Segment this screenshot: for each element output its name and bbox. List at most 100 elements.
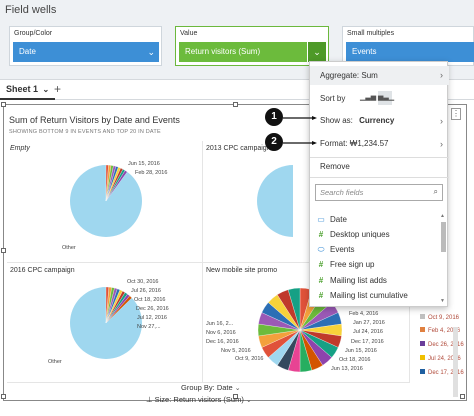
field-label: Mailing list cumulative	[330, 291, 408, 300]
legend-label: Dec 17, 2016	[428, 370, 464, 376]
chevron-down-icon[interactable]: ⌄	[245, 397, 252, 404]
value-field-dropdown-button[interactable]: ⌄	[308, 42, 326, 62]
scroll-down-icon[interactable]: ▼	[440, 298, 445, 304]
field-list-item[interactable]: # Free sign up	[316, 260, 375, 269]
pie-label: Jun 15, 2016	[128, 161, 160, 167]
chevron-right-icon: ›	[440, 116, 443, 126]
pie-label: Nov 27,...	[137, 324, 161, 330]
tab-sheet-1-label: Sheet 1	[6, 84, 39, 94]
field-label: Desktop uniques	[330, 230, 390, 239]
resize-handle[interactable]	[1, 394, 6, 399]
sort-descending-icon[interactable]: ▅▃▁	[378, 91, 394, 105]
hash-icon: #	[318, 260, 324, 269]
field-list-item[interactable]: # Desktop uniques	[316, 230, 390, 239]
legend-scrollbar[interactable]	[453, 327, 458, 397]
field-list-item[interactable]: # Mailing list adds	[316, 276, 387, 285]
field-list-item[interactable]: ▭ Date	[316, 215, 347, 224]
small-multiple-cell: 2016 CPC campaign Oct 30, 2016 Jul 26, 2…	[7, 263, 203, 383]
pie-slice[interactable]	[105, 295, 133, 324]
chevron-down-icon[interactable]: ⌄	[147, 47, 155, 57]
legend-item[interactable]: Dec 26, 2016	[420, 341, 464, 348]
legend-label: Feb 4, 2016	[428, 328, 461, 334]
group-color-well: Group/Color Date ⌄	[9, 26, 162, 66]
show-as-label: Show as:	[320, 116, 353, 125]
value-field-value: Return visitors (Sum)	[185, 47, 261, 56]
remove-menu-item[interactable]: Remove	[310, 158, 449, 176]
pie-slice[interactable]	[287, 287, 301, 331]
legend-item[interactable]: Oct 9, 2016	[420, 314, 459, 321]
search-fields-input[interactable]: Search fields ⌕	[315, 184, 443, 201]
menu-divider	[310, 177, 449, 178]
pie-label: Other	[62, 245, 76, 251]
aggregate-label: Aggregate: Sum	[320, 71, 378, 80]
pie-label: Oct 9, 2016	[235, 356, 264, 362]
pie-label: Dec 17, 2016	[351, 339, 384, 345]
callout-arrow	[283, 141, 317, 145]
legend-item[interactable]: Jul 24, 2016	[420, 355, 461, 362]
tab-sheet-1[interactable]: Sheet 1 ⌄	[0, 80, 56, 100]
menu-divider	[310, 157, 449, 158]
legend-item[interactable]: Feb 4, 2016	[420, 327, 460, 334]
pie-chart	[257, 165, 293, 237]
small-multiple-cell: Empty Jun 15, 2016 Feb 28, 2016 Other	[7, 141, 203, 263]
pie-label: Jan 27, 2016	[353, 320, 385, 326]
legend-label: Dec 26, 2016	[428, 342, 464, 348]
field-label: Events	[330, 245, 355, 254]
pie-label: Oct 30, 2016	[127, 279, 159, 285]
pie-label: Dec 16, 2016	[206, 339, 239, 345]
search-icon: ⌕	[433, 187, 438, 196]
field-label: Mailing list adds	[330, 276, 387, 285]
group-color-field-pill[interactable]: Date ⌄	[13, 42, 159, 62]
resize-handle[interactable]	[233, 102, 238, 107]
pie-slice[interactable]	[105, 170, 128, 202]
sort-ascending-icon[interactable]: ▁▃▅	[360, 94, 377, 101]
size-axis-label[interactable]: ⊥ Size: Return visitors (Sum) ⌄	[146, 395, 252, 404]
small-multiples-label: Small multiples	[347, 30, 395, 37]
visual-menu-icon[interactable]: ⋮	[451, 108, 461, 120]
pie-slice[interactable]	[257, 165, 293, 237]
small-multiples-well: Small multiples Events	[342, 26, 474, 66]
value-field-pill[interactable]: Return visitors (Sum)	[179, 42, 307, 62]
chevron-down-icon: ⌄	[313, 47, 321, 57]
legend-swatch	[420, 341, 425, 346]
size-field-icon: ⊥	[146, 395, 153, 404]
legend-swatch	[420, 327, 425, 332]
pie-label: Jul 12, 2016	[137, 315, 167, 321]
scroll-up-icon[interactable]: ▲	[440, 213, 445, 219]
pie-label: Dec 26, 2016	[136, 306, 169, 312]
resize-handle[interactable]	[1, 248, 6, 253]
small-multiples-field-pill[interactable]: Events	[346, 42, 474, 62]
resize-handle[interactable]	[233, 394, 238, 399]
field-label: Free sign up	[330, 260, 375, 269]
legend-item[interactable]: Dec 17, 2016	[420, 369, 464, 376]
group-by-axis-label[interactable]: Group By: Date ⌄	[181, 383, 241, 392]
chevron-right-icon: ›	[440, 139, 443, 149]
legend-label: Jul 24, 2016	[428, 356, 461, 362]
cell-title: 2013 CPC campaign	[206, 145, 271, 152]
field-list-item[interactable]: ⬭ Events	[316, 245, 355, 255]
pie-chart	[70, 286, 142, 359]
add-sheet-button[interactable]: +	[54, 82, 62, 96]
aggregate-menu-item[interactable]: Aggregate: Sum ›	[310, 66, 449, 85]
visual-subtitle: SHOWING BOTTOM 9 IN EVENTS AND TOP 20 IN…	[9, 129, 161, 135]
legend-swatch	[420, 355, 425, 360]
pie-chart	[70, 164, 142, 237]
chevron-down-icon[interactable]: ⌄	[42, 85, 50, 94]
field-wells: Field wells Group/Color Date ⌄ Value Ret…	[0, 0, 474, 80]
format-menu-item[interactable]: Format: ₩1,234.57 ›	[310, 136, 449, 152]
pie-label: Feb 28, 2016	[135, 170, 168, 176]
pie-label: Jun 13, 2016	[331, 366, 363, 372]
field-list-item[interactable]: # Mailing list cumulative	[316, 291, 408, 300]
value-label: Value	[180, 30, 198, 37]
pie-label: Jul 24, 2016	[353, 329, 383, 335]
remove-label: Remove	[320, 162, 350, 171]
visual-title: Sum of Return Visitors by Date and Event…	[9, 115, 180, 125]
resize-handle[interactable]	[460, 394, 465, 399]
pie-label: Oct 18, 2016	[134, 297, 166, 303]
callout-arrow	[283, 116, 317, 120]
sort-by-row: Sort by ▁▃▅ ▅▃▁	[310, 91, 449, 107]
field-list-scrollbar[interactable]	[441, 222, 446, 252]
resize-handle[interactable]	[1, 102, 6, 107]
chevron-down-icon[interactable]: ⌄	[234, 385, 241, 392]
show-as-menu-item[interactable]: Show as: Currency ›	[310, 113, 449, 129]
